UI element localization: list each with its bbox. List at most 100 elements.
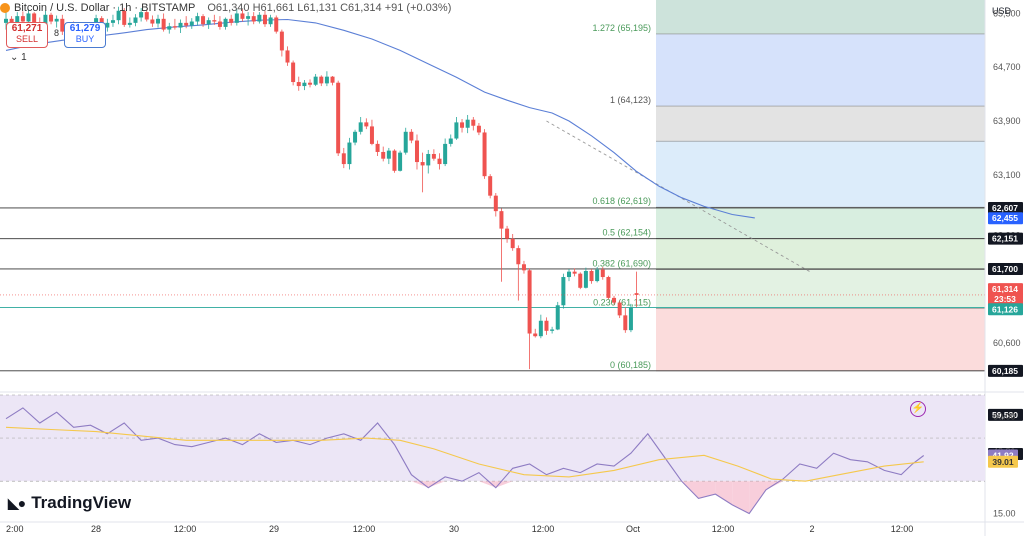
price-tag-label: 62,151 [992,234,1018,244]
indicator-count: 1 [21,52,27,63]
sell-price: 61,271 [11,23,43,34]
rsi-tag-label: 39.01 [992,457,1014,467]
candle-body [341,153,346,165]
candle-body [426,153,431,166]
candle-body [156,18,161,24]
candle-body [43,14,48,27]
candle-body [623,315,628,331]
candle-body [499,211,504,229]
time-tick-label: 2 [809,524,814,534]
candle-body [471,119,476,126]
candle-body [465,119,470,128]
candle-body [617,302,622,316]
fib-label: 1 (64,123) [610,95,651,105]
fib-label: 0.236 (61,115) [593,297,651,307]
price-tick-label: 64,700 [993,62,1021,72]
candle-body [600,269,605,278]
candle-body [505,228,510,239]
symbol-title[interactable]: Bitcoin / U.S. Dollar · 1h · BITSTAMP [14,2,196,14]
time-tick-label: 12:00 [353,524,376,534]
candle-body [431,153,436,159]
price-tick-label: 63,100 [993,170,1021,180]
bitcoin-icon [0,3,10,13]
time-tick-label: 2:00 [6,524,24,534]
candle-body [583,270,588,288]
fib-zone [656,207,985,239]
candle-body [448,138,453,144]
candle-body [578,273,583,288]
fib-label: 0 (60,185) [610,360,651,370]
price-tick-label: 63,900 [993,116,1021,126]
candle-body [606,277,611,298]
rsi-line [5,407,925,515]
candle-body [201,16,206,25]
candle-body [229,18,234,23]
candle-body [234,13,239,23]
candle-body [420,162,425,166]
candle-body [392,150,397,171]
candle-body [161,18,166,30]
tradingview-logo-icon: ◣● [8,494,26,511]
sell-button[interactable]: 61,271 SELL [6,22,48,48]
candle-body [612,297,617,303]
candle-body [144,12,149,20]
candle-body [60,18,65,32]
rsi-oversold-fill [478,481,496,488]
candle-body [567,271,571,278]
price-tag-box [988,232,1023,245]
candle-body [251,16,256,22]
ohlc-readout: O61,340 H61,661 L61,131 C61,314 +91 (+0.… [207,2,452,14]
candle-body [54,18,59,22]
candle-body [595,269,600,282]
candle-body [274,17,279,32]
currency-label: USD [992,6,1012,16]
candle-body [381,151,386,159]
candle-body [291,62,296,83]
candle-body [302,82,307,87]
bolt-icon[interactable]: ⚡ [910,401,926,417]
indicator-toggle[interactable]: ⌄ 1 [10,52,27,63]
candle-body [403,131,408,153]
candle-body [20,16,25,22]
candle-body [476,125,481,133]
rsi-tick-label: 60.00 [993,412,1016,422]
candle-body [308,82,313,85]
fib-zone [656,0,985,34]
candle-body [358,122,363,132]
time-tick-label: 12:00 [532,524,555,534]
fib-label: 0.5 (62,154) [602,227,651,237]
price-tag-box [988,212,1023,225]
candle-body [223,18,228,27]
rsi-tag-label: 41.92 [992,451,1014,461]
candle-body [167,26,172,30]
buy-button[interactable]: 61,279 BUY [64,22,106,48]
candle-body [493,195,498,212]
buy-price: 61,279 [69,23,101,34]
candle-body [443,143,448,165]
rsi-oversold-fill [732,481,750,514]
time-tick-label: 28 [91,524,101,534]
candle-body [437,158,442,165]
rsi-oversold-fill [411,481,429,488]
candle-body [460,122,465,128]
tradingview-logo[interactable]: ◣● TradingView [8,493,131,513]
candle-body [262,14,267,25]
candle-body [521,264,526,271]
candle-body [240,13,245,19]
price-tag-box [988,283,1023,296]
candle-body [347,142,352,165]
candle-body [336,82,341,154]
fib-zone [656,106,985,142]
candle-body [257,14,262,22]
price-tag-label: 60,185 [992,366,1018,376]
candle-body [49,14,54,22]
moving-average-line [5,18,755,219]
rsi-tick-label: 15.00 [993,509,1016,519]
price-tag-label: 61,700 [992,264,1018,274]
candle-body [139,12,144,18]
price-tag-box [988,303,1023,316]
price-tick-label: 60,600 [993,338,1021,348]
fib-label: 1.272 (65,195) [592,23,651,33]
symbol-header: Bitcoin / U.S. Dollar · 1h · BITSTAMP O6… [0,2,451,14]
